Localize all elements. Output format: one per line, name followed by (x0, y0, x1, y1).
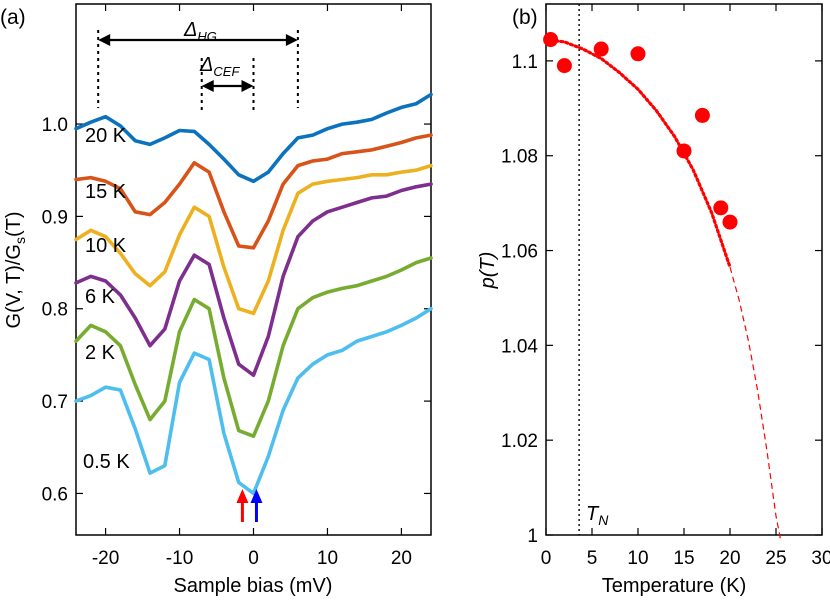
series-line (74, 163, 433, 316)
y-tick-label: 0.9 (42, 207, 68, 228)
series-label-6k: 6 K (85, 286, 116, 308)
panel-a-series (74, 92, 433, 496)
y-tick-label: 0.7 (42, 392, 68, 413)
series-line (74, 133, 433, 250)
panel-a-ticks (76, 4, 431, 535)
x-axis-label: Temperature (K) (602, 575, 747, 597)
x-tick-label: -10 (166, 548, 193, 569)
panel-b-ticks (545, 4, 823, 536)
delta-cef-arrow-head (241, 80, 254, 92)
delta-cef-label: ΔCEF (199, 54, 240, 79)
y-tick-label: 0.6 (42, 484, 68, 505)
x-tick-label: 0 (248, 548, 259, 569)
data-point (676, 143, 692, 159)
delta-hg-arrow-head (285, 34, 298, 46)
fit-curve-extrapolated (729, 266, 782, 540)
series-line (74, 256, 433, 439)
y-tick-label: 1.08 (501, 147, 538, 168)
series-label-15k: 15 K (85, 181, 127, 203)
delta-hg-label: ΔHG (183, 19, 217, 44)
y-tick-label: 1.04 (501, 336, 538, 357)
y-tick-label: 1 (527, 526, 538, 547)
data-point (593, 41, 609, 57)
delta-cef-arrow-head (201, 80, 214, 92)
y-tick-label: 1.06 (501, 242, 538, 263)
y-tick-label: 1.0 (42, 115, 68, 136)
panel-b-label: (b) (512, 6, 538, 29)
series-line (74, 306, 433, 496)
panel-a: (a) 0.6 0.7 0.8 0.9 1.0 -20 -10 0 10 20 … (0, 3, 433, 597)
panel-a-annotations (97, 30, 299, 522)
panel-a-label: (a) (0, 6, 26, 29)
data-point (722, 214, 738, 230)
x-tick-label: 15 (673, 548, 694, 569)
panel-b-data (543, 4, 782, 540)
series-line (74, 92, 433, 184)
bias-arrow-head (250, 489, 263, 503)
series-line (74, 182, 433, 378)
data-point (630, 46, 646, 62)
bias-arrow-head (236, 489, 249, 503)
data-point (694, 107, 710, 123)
x-tick-label: 25 (765, 548, 786, 569)
data-point (713, 200, 729, 216)
series-label-20k: 20 K (85, 125, 127, 147)
x-axis-label: Sample bias (mV) (174, 575, 333, 597)
panel-b-frame (545, 3, 823, 536)
series-label-0-5k: 0.5 K (83, 451, 130, 473)
x-tick-label: 5 (587, 548, 598, 569)
data-point (556, 58, 572, 74)
x-tick-label: 20 (391, 548, 412, 569)
y-axis-label: G(V, T)/Gs(T) (3, 211, 28, 328)
y-tick-label: 0.8 (42, 300, 68, 321)
x-tick-label: 30 (811, 548, 830, 569)
x-tick-label: 10 (317, 548, 338, 569)
tn-label: TN (586, 503, 609, 528)
delta-hg-arrow-head (98, 34, 111, 46)
x-tick-label: 10 (627, 548, 648, 569)
x-tick-label: 20 (719, 548, 740, 569)
series-label-10k: 10 K (85, 235, 127, 257)
y-axis-label: p(T) (477, 252, 499, 290)
data-point (543, 32, 559, 48)
y-tick-label: 1.02 (501, 431, 538, 452)
fit-curve (544, 37, 732, 269)
series-label-2k: 2 K (85, 342, 116, 364)
panel-b: (b) 1 1.02 1.04 1.06 1.08 1.1 0 5 10 15 … (477, 3, 830, 597)
x-tick-label: 0 (541, 548, 552, 569)
x-tick-label: -20 (92, 548, 119, 569)
y-tick-label: 1.1 (512, 52, 538, 73)
